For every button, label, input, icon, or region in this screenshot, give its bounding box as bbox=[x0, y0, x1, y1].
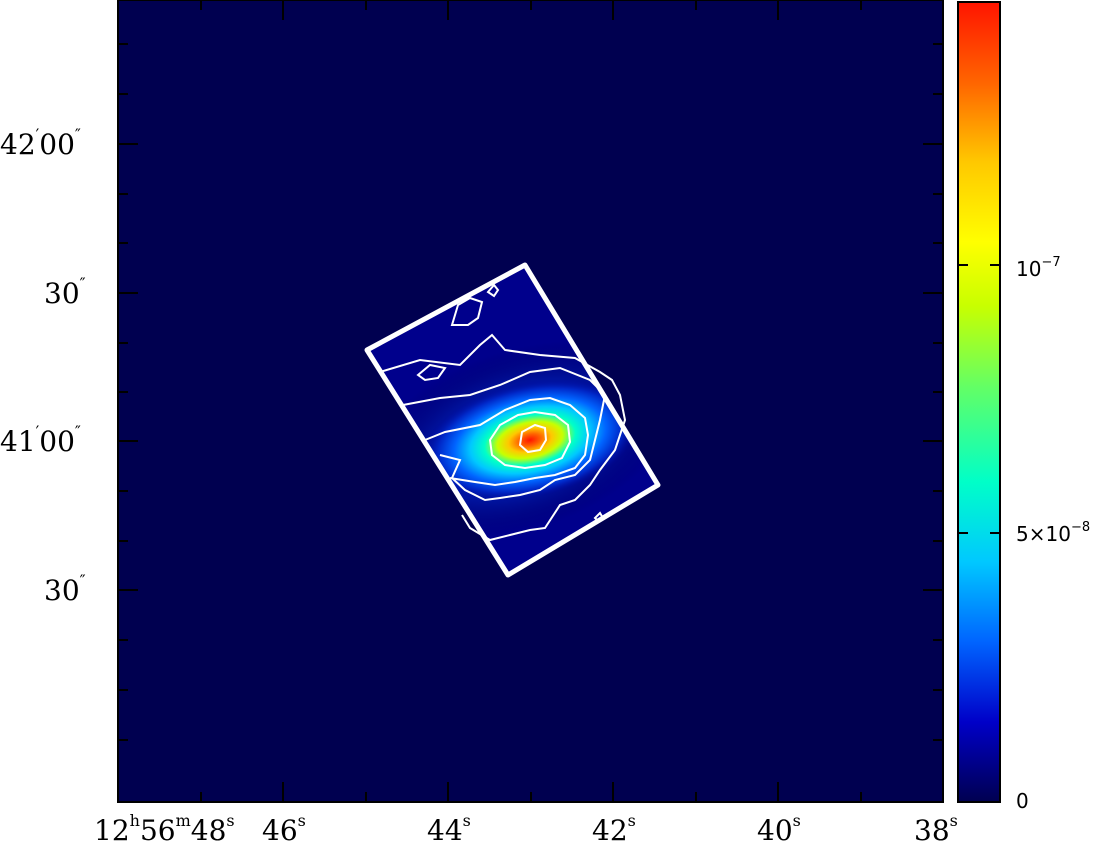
y-tick-label-1: 42′00″ bbox=[0, 125, 81, 161]
colorbar-ticks bbox=[958, 264, 1000, 534]
y-tick-marks bbox=[118, 43, 943, 741]
contour-level-1 bbox=[379, 333, 627, 542]
contour-level-4 bbox=[488, 410, 572, 470]
x-axis-labels: 12h56m48s 46s 44s 42s 40s 38s bbox=[94, 811, 958, 847]
x-tick-label-2: 46s bbox=[262, 811, 306, 847]
colorbar-label-1e-7: 10−7 bbox=[1016, 255, 1061, 281]
contour-small-1 bbox=[450, 296, 484, 326]
y-axis-labels: 42′00″ 30″ 41′00″ 30″ bbox=[0, 125, 86, 607]
x-tick-marks bbox=[200, 0, 862, 802]
contour-level-2 bbox=[402, 366, 607, 502]
contour-small-3 bbox=[486, 283, 500, 298]
contour-small-2 bbox=[416, 363, 447, 382]
colorbar-gradient bbox=[957, 1, 1001, 803]
colorbar: 0 5×10−8 10−7 bbox=[957, 1, 1090, 813]
contour-level-3 bbox=[424, 396, 590, 487]
y-tick-label-2: 30″ bbox=[44, 274, 86, 310]
contour-lines bbox=[379, 283, 627, 542]
colorbar-label-5e-8: 5×10−8 bbox=[1016, 520, 1090, 546]
x-tick-label-1: 12h56m48s bbox=[94, 811, 235, 847]
y-tick-label-4: 30″ bbox=[44, 571, 86, 607]
x-tick-label-5: 40s bbox=[757, 811, 801, 847]
y-tick-label-3: 41′00″ bbox=[0, 422, 81, 458]
colorbar-label-0: 0 bbox=[1016, 789, 1029, 813]
x-tick-label-6: 38s bbox=[914, 811, 958, 847]
image-panel bbox=[117, 0, 944, 803]
footprint-outline bbox=[364, 262, 661, 578]
x-tick-label-3: 44s bbox=[427, 811, 471, 847]
x-tick-label-4: 42s bbox=[592, 811, 636, 847]
contour-level-5 bbox=[518, 423, 548, 454]
